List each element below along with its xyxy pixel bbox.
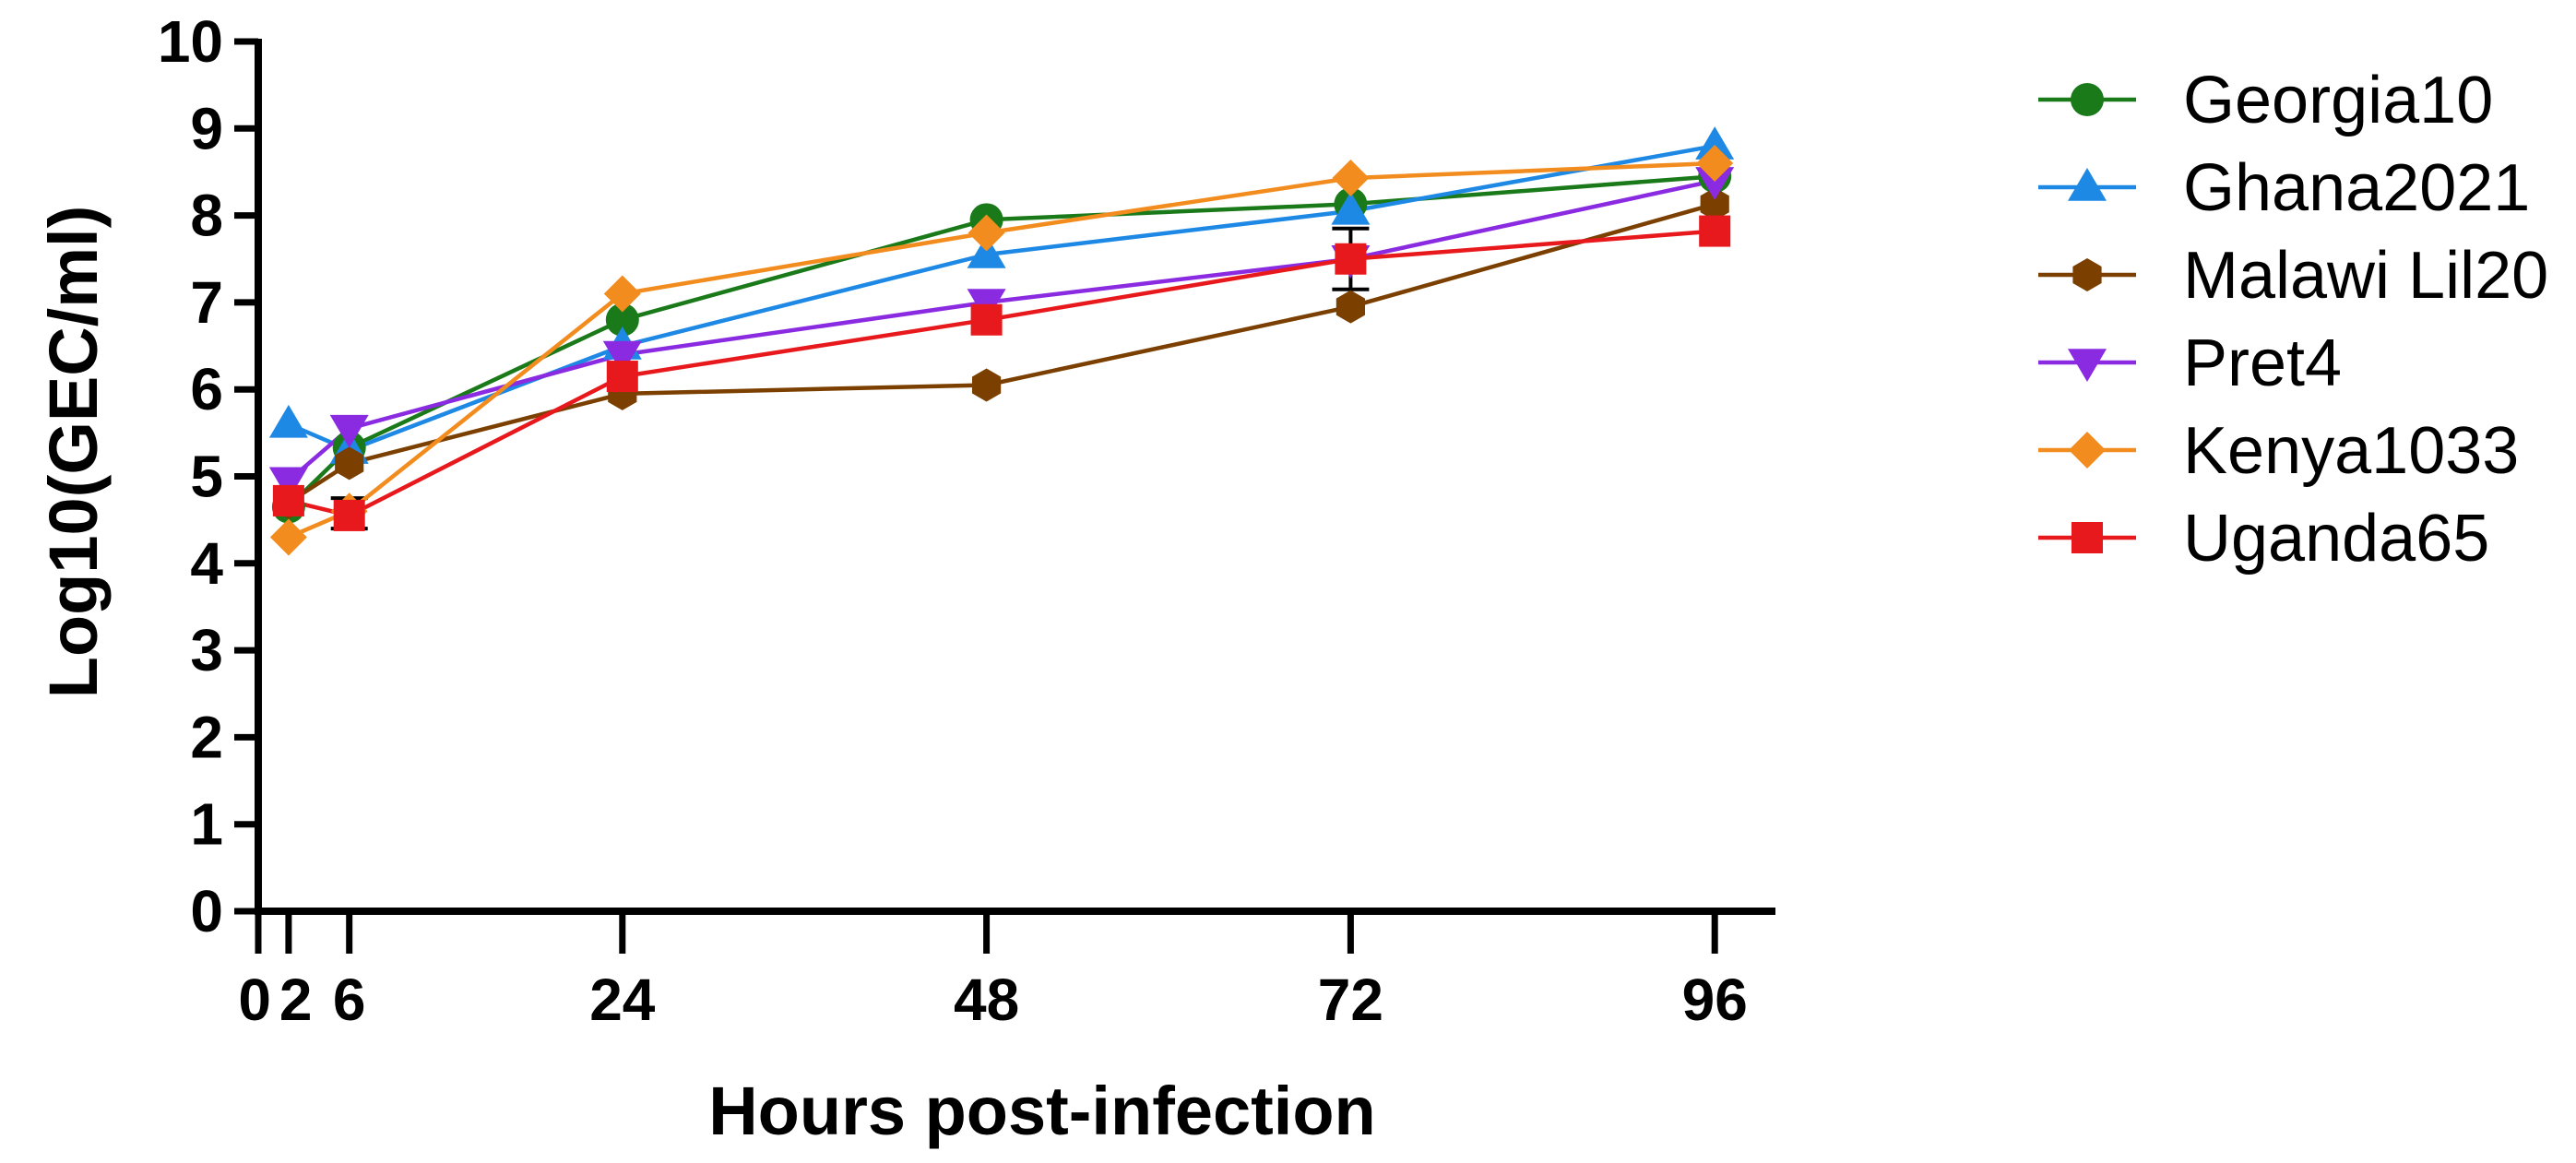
data-point-uganda65 (1335, 243, 1367, 275)
data-point-malawi-lil20 (335, 446, 364, 481)
series-points-malawi-lil20 (274, 187, 1729, 519)
data-point-kenya1033 (1696, 145, 1734, 183)
data-point-pret4 (329, 414, 369, 448)
y-tick-label: 10 (158, 8, 223, 75)
x-tick-label: 72 (1318, 967, 1383, 1033)
y-axis-title: Log10(GEC/ml) (35, 206, 112, 698)
data-point-ghana2021 (268, 404, 308, 438)
legend-label: Kenya1033 (2183, 414, 2519, 488)
series-points-georgia10 (271, 160, 1732, 524)
legend-label: Malawi Lil20 (2183, 239, 2548, 313)
legend-marker (2068, 349, 2107, 382)
x-tick-label: 0 (238, 967, 271, 1033)
legend: Georgia10 Ghana2021 Malawi Lil20 Pret4 Kenya… (2038, 64, 2548, 576)
data-point-kenya1033 (269, 518, 307, 556)
legend-marker (2071, 522, 2103, 553)
y-tick-label: 0 (190, 878, 223, 944)
y-axis: 0 1 2 3 4 5 6 7 8 9 10 (158, 8, 262, 944)
y-tick-label: 7 (190, 269, 223, 336)
x-tick-label: 48 (954, 967, 1019, 1033)
y-tick-label: 5 (190, 444, 223, 510)
legend-label: Uganda65 (2183, 502, 2489, 576)
data-point-georgia10 (605, 303, 639, 337)
y-tick-label: 9 (190, 95, 223, 161)
legend-item-malawi-lil20: Malawi Lil20 (2038, 239, 2548, 313)
legend-item-uganda65: Uganda65 (2038, 502, 2489, 576)
x-axis: 0 2 6 24 48 72 96 (238, 908, 1775, 1033)
y-tick-label: 1 (190, 791, 223, 858)
data-point-kenya1033 (967, 214, 1005, 252)
series-line-uganda65 (288, 229, 1715, 518)
data-point-malawi-lil20 (972, 368, 1002, 402)
series-markers (268, 126, 1735, 556)
data-point-pret4 (602, 340, 642, 374)
legend-item-georgia10: Georgia10 (2038, 64, 2493, 137)
legend-marker (2068, 168, 2107, 201)
y-tick-label: 3 (190, 617, 223, 683)
data-point-malawi-lil20 (1335, 290, 1365, 324)
legend-item-kenya1033: Kenya1033 (2038, 414, 2519, 488)
y-tick-label: 4 (190, 530, 223, 597)
data-point-pret4 (1695, 167, 1735, 200)
y-tick-label: 8 (190, 183, 223, 249)
data-point-uganda65 (606, 361, 638, 393)
x-axis-title: Hours post-infection (708, 1073, 1376, 1149)
data-point-uganda65 (1699, 215, 1731, 247)
legend-marker (2069, 432, 2106, 469)
data-point-pret4 (268, 467, 308, 501)
legend-marker (2071, 83, 2104, 116)
series-lines (287, 143, 1715, 540)
y-tick-label: 2 (190, 704, 223, 770)
legend-item-pret4: Pret4 (2038, 326, 2342, 400)
data-point-uganda65 (272, 484, 304, 516)
data-point-uganda65 (333, 499, 365, 531)
series-points-kenya1033 (269, 145, 1734, 556)
data-point-ghana2021 (967, 235, 1006, 268)
series-points-uganda65 (272, 215, 1731, 531)
x-tick-label: 6 (333, 967, 366, 1033)
x-tick-label: 96 (1682, 967, 1748, 1033)
data-point-ghana2021 (1331, 191, 1371, 225)
data-point-uganda65 (970, 303, 1003, 336)
y-tick-label: 6 (190, 356, 223, 422)
legend-item-ghana2021: Ghana2021 (2038, 151, 2530, 225)
x-tick-label: 24 (589, 967, 656, 1033)
legend-label: Georgia10 (2183, 64, 2493, 137)
legend-label: Ghana2021 (2183, 151, 2530, 225)
x-tick-label: 2 (279, 967, 313, 1033)
data-point-kenya1033 (1332, 160, 1370, 197)
legend-marker (2072, 258, 2102, 291)
legend-label: Pret4 (2183, 326, 2342, 400)
data-point-kenya1033 (603, 275, 641, 313)
data-point-malawi-lil20 (1700, 187, 1729, 221)
data-point-ghana2021 (1695, 126, 1735, 160)
